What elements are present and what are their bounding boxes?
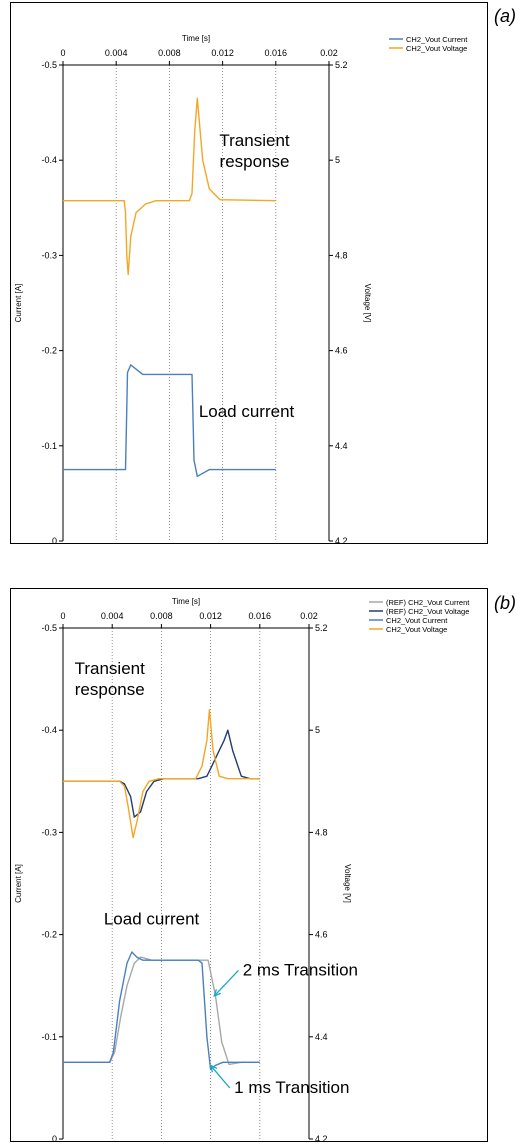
chart-b-annotation-arrowhead [209, 1064, 218, 1073]
chart-b-y2-tick-label: 4.4 [315, 1032, 328, 1042]
chart-a-annotation-text: Transient [219, 131, 290, 150]
chart-panel-a: 0 0.004 0.008 0.012 0.016 0.02 Time [s] -0.5 -0.… [10, 2, 488, 546]
chart-b-annotation-text: response [75, 680, 145, 699]
chart-b-x-axis-title: Time [s] [172, 597, 200, 606]
chart-a-y-axis-title: Current [A] [14, 284, 23, 323]
chart-a-series-line-0 [63, 364, 276, 477]
chart-a-series-line-1 [63, 97, 276, 276]
chart-b-y2-tick-label: 4.8 [315, 827, 328, 837]
chart-a-y-tick-label: -0.2 [41, 346, 57, 356]
chart-a-annotation-text: response [220, 152, 290, 171]
chart-a-y2-tick-label: 4.2 [335, 536, 348, 543]
chart-b-y-tick-label: -0.5 [41, 623, 57, 633]
chart-b-x-tick-label: 0.02 [300, 611, 318, 621]
chart-b-x-tick-label: 0.012 [199, 611, 222, 621]
chart-b-svg: 0 0.004 0.008 0.012 0.016 0.02 Time [s] -0.5 -0.… [14, 597, 470, 1144]
chart-a-y-tick-label: -0.1 [41, 441, 57, 451]
chart-b-y-tick-label: -0.3 [41, 827, 57, 837]
chart-a-legend-label: CH2_Vout Current [406, 35, 468, 44]
chart-b-y2-axis-title: Voltage [V] [343, 864, 352, 903]
chart-a-y-tick-label: -0.4 [41, 155, 57, 165]
chart-a-y-tick-label: -0.3 [41, 250, 57, 260]
chart-b-y2-tick-label: 4.2 [315, 1134, 328, 1141]
chart-a-x-tick-label: 0 [60, 48, 65, 58]
chart-b-legend-label: CH2_Vout Current [386, 616, 448, 625]
chart-b-y-tick-label: -0.4 [41, 725, 57, 735]
chart-b-y2-tick-label: 5 [315, 725, 320, 735]
panel-label-a: (a) [494, 6, 516, 26]
chart-a-y2-tick-label: 4.4 [335, 441, 348, 451]
chart-b-x-tick-label: 0.016 [249, 611, 272, 621]
chart-panel-b: 0 0.004 0.008 0.012 0.016 0.02 Time [s] -0.5 -0.… [10, 588, 488, 1144]
chart-a-x-axis-title: Time [s] [182, 34, 210, 43]
chart-b-y-tick-label: -0.1 [41, 1032, 57, 1042]
chart-a-y-tick-label: -0.5 [41, 60, 57, 70]
chart-a-y2-tick-label: 5.2 [335, 60, 348, 70]
chart-b-x-tick-label: 0.004 [101, 611, 124, 621]
chart-a-y2-tick-label: 4.8 [335, 250, 348, 260]
panel-label-b: (b) [494, 593, 516, 613]
chart-b-annotation-text: Transient [75, 659, 146, 678]
chart-b-annotation-text: Load current [104, 909, 200, 928]
chart-b-annotation-arrow [210, 1064, 231, 1089]
chart-a-x-tick-label: 0.004 [105, 48, 128, 58]
chart-a-legend-label: CH2_Vout Voltage [406, 44, 467, 53]
chart-a-x-tick-label: 0.02 [320, 48, 338, 58]
chart-b-x-tick-label: 0.008 [150, 611, 173, 621]
chart-a-y2-tick-label: 5 [335, 155, 340, 165]
chart-a-svg: 0 0.004 0.008 0.012 0.016 0.02 Time [s] -0.5 -0.… [14, 34, 468, 546]
chart-b-y-tick-label: 0 [52, 1134, 57, 1141]
chart-b-series-line-3 [63, 709, 260, 839]
chart-b-legend-label: (REF) CH2_Vout Voltage [386, 607, 469, 616]
chart-b-annotation-text: 2 ms Transition [243, 960, 358, 979]
chart-b-legend-label: (REF) CH2_Vout Current [386, 598, 470, 607]
chart-b-y2-tick-label: 5.2 [315, 623, 328, 633]
chart-b-y2-tick-label: 4.6 [315, 930, 328, 940]
chart-b-annotation-arrowhead [213, 989, 222, 997]
chart-a-y2-tick-label: 4.6 [335, 346, 348, 356]
chart-b-annotation-arrow [213, 970, 239, 997]
chart-a-x-tick-label: 0.012 [211, 48, 234, 58]
chart-b-series-line-1 [63, 729, 260, 818]
chart-b-x-tick-label: 0 [60, 611, 65, 621]
chart-a-y2-axis-title: Voltage [V] [363, 284, 372, 323]
chart-b-legend-label: CH2_Vout Voltage [386, 625, 447, 634]
chart-a-y-tick-label: 0 [52, 536, 57, 543]
chart-b-y-tick-label: -0.2 [41, 930, 57, 940]
chart-b-y-axis-title: Current [A] [14, 864, 23, 903]
chart-a-x-tick-label: 0.008 [158, 48, 181, 58]
chart-a-x-tick-label: 0.016 [265, 48, 288, 58]
chart-a-annotation-text: Load current [199, 402, 295, 421]
chart-b-annotation-text: 1 ms Transition [234, 1078, 349, 1097]
